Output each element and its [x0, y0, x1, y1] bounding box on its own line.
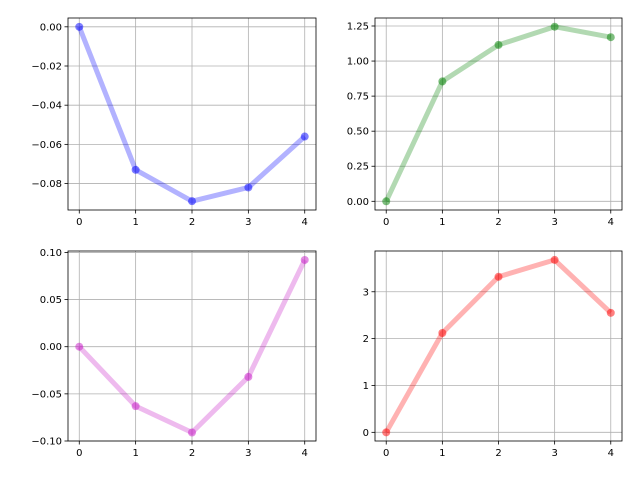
x-tick-label: 4 — [302, 217, 308, 228]
x-tick-label: 3 — [245, 448, 251, 459]
y-tick-label: 0.05 — [40, 295, 62, 306]
data-point — [244, 183, 253, 192]
subplot-bottom-left: 0 1 2 3 4 0.10 0.05 0.00 −0.05 −0.10 — [31, 248, 317, 459]
x-tick-label: 2 — [189, 448, 195, 459]
x-tick-label: 4 — [608, 448, 614, 459]
data-point — [131, 402, 140, 411]
x-tick-label: 0 — [383, 448, 389, 459]
y-tick-label: 0.00 — [347, 197, 369, 208]
subplot-bottom-right: 0 1 2 3 4 0 1 2 3 — [363, 250, 623, 459]
y-tick-label: 3 — [363, 287, 369, 298]
data-point — [75, 22, 84, 31]
data-point — [131, 165, 140, 174]
y-tick-label: −0.02 — [31, 62, 62, 73]
subplot-top-left: 0 1 2 3 4 0.00 −0.02 −0.04 −0.06 −0.08 — [31, 17, 317, 228]
data-point — [300, 255, 309, 264]
data-point — [438, 77, 447, 86]
data-point — [75, 342, 84, 351]
data-point — [382, 197, 391, 206]
data-point — [606, 308, 615, 317]
y-tick-label: −0.10 — [31, 437, 62, 448]
x-tick-label: 4 — [302, 448, 308, 459]
x-tick-label: 1 — [439, 217, 445, 228]
x-tick-label: 0 — [76, 217, 82, 228]
x-tick-label: 1 — [132, 217, 138, 228]
x-tick-label: 0 — [76, 448, 82, 459]
y-tick-label: −0.06 — [31, 140, 62, 151]
y-tick-label: 1.25 — [347, 21, 369, 32]
y-tick-label: 2 — [363, 334, 369, 345]
data-point — [382, 428, 391, 437]
data-point — [494, 272, 503, 281]
x-tick-label: 1 — [132, 448, 138, 459]
data-point — [300, 132, 309, 141]
y-tick-label: 0.00 — [40, 22, 62, 33]
y-tick-label: 0.10 — [40, 248, 62, 259]
x-tick-label: 3 — [551, 217, 557, 228]
x-tick-label: 3 — [245, 217, 251, 228]
data-point — [550, 22, 559, 31]
x-tick-label: 0 — [383, 217, 389, 228]
y-tick-label: 1 — [363, 381, 369, 392]
y-tick-label: −0.08 — [31, 179, 62, 190]
data-point — [606, 33, 615, 42]
x-tick-label: 2 — [189, 217, 195, 228]
x-tick-label: 3 — [551, 448, 557, 459]
y-tick-label: 0.25 — [347, 162, 369, 173]
y-tick-label: 0.00 — [40, 342, 62, 353]
data-point — [188, 428, 196, 437]
x-tick-label: 4 — [608, 217, 614, 228]
data-point — [550, 255, 559, 264]
x-tick-label: 2 — [495, 217, 501, 228]
y-tick-label: 0.75 — [347, 92, 369, 103]
x-tick-label: 2 — [495, 448, 501, 459]
y-tick-label: −0.04 — [31, 101, 62, 112]
data-point — [438, 328, 447, 337]
subplot-top-right: 0 1 2 3 4 0.00 0.25 0.50 0.75 1.00 1.25 — [347, 17, 623, 228]
y-tick-label: 0 — [363, 428, 369, 439]
y-tick-label: 1.00 — [347, 57, 369, 68]
x-tick-label: 1 — [439, 448, 445, 459]
y-tick-label: −0.05 — [31, 389, 62, 400]
y-tick-label: 0.50 — [347, 127, 369, 138]
data-point — [244, 372, 253, 381]
data-point — [188, 197, 196, 206]
data-point — [494, 40, 503, 49]
